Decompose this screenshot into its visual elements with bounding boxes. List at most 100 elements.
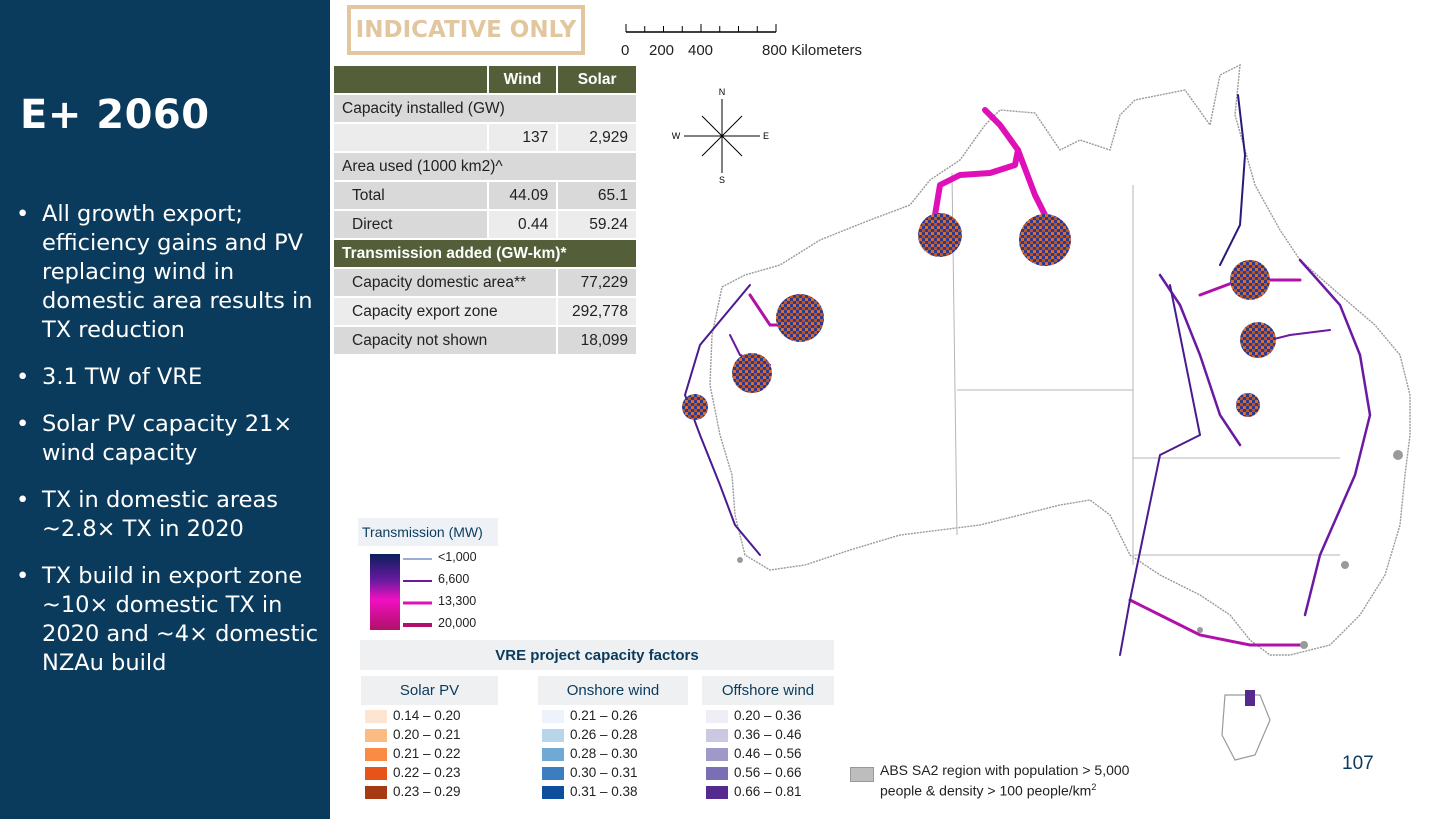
abs-swatch — [850, 767, 874, 782]
offshore-wind-site — [1245, 690, 1255, 706]
vre-cluster — [918, 213, 962, 257]
abs-legend-sup: 2 — [1091, 782, 1097, 792]
legend-label: 0.36 – 0.46 — [734, 727, 802, 742]
slide-title: E+ 2060 — [20, 92, 210, 138]
legend-label: 0.30 – 0.31 — [570, 765, 638, 780]
col-header-solar: Solar — [558, 66, 636, 93]
direct-wind: 0.44 — [488, 211, 557, 238]
not-shown-label: Capacity not shown — [334, 327, 557, 354]
domestic-value: 77,229 — [558, 269, 636, 296]
transmission-legend-item: 20,000 — [438, 616, 477, 630]
legend-item: 0.21 – 0.26 — [538, 707, 688, 726]
legend-swatch — [542, 729, 564, 742]
legend-item: 0.31 – 0.38 — [538, 783, 688, 802]
legend-item: 0.56 – 0.66 — [702, 764, 834, 783]
legend-swatch — [365, 767, 387, 780]
abs-legend-text: ABS SA2 region with population > 5,000 p… — [880, 762, 1129, 800]
legend-label: 0.26 – 0.28 — [570, 727, 638, 742]
export-label: Capacity export zone — [334, 298, 557, 325]
legend-offshore-wind: Offshore wind 0.20 – 0.36 0.36 – 0.46 0.… — [702, 676, 834, 802]
legend-label: 0.21 – 0.26 — [570, 708, 638, 723]
table-header-row: Wind Solar — [334, 66, 636, 93]
australia-outline — [709, 63, 1411, 656]
total-wind: 44.09 — [488, 182, 557, 209]
table-row: Capacity not shown 18,099 — [334, 327, 636, 354]
blank-cell — [334, 124, 487, 151]
vre-project-clusters — [682, 213, 1276, 706]
row-capacity-installed: Capacity installed (GW) — [334, 95, 636, 122]
legend-item: 0.21 – 0.22 — [361, 745, 498, 764]
legend-swatch — [706, 767, 728, 780]
transmission-legend-title: Transmission (MW) — [358, 518, 498, 546]
bullet-item: TX build in export zone ~10× domestic TX… — [14, 562, 319, 678]
page-number: 107 — [1342, 753, 1374, 774]
table-row: Capacity export zone 292,778 — [334, 298, 636, 325]
legend-item: 0.23 – 0.29 — [361, 783, 498, 802]
vre-cluster — [1240, 322, 1276, 358]
legend-label: 0.28 – 0.30 — [570, 746, 638, 761]
legend-swatch — [365, 710, 387, 723]
legend-swatch — [542, 786, 564, 799]
scale-label: 200 — [649, 42, 675, 59]
direct-label: Direct — [334, 211, 487, 238]
tasmania-outline — [1221, 694, 1271, 761]
scale-label: 0 — [621, 42, 630, 59]
bullet-item: 3.1 TW of VRE — [14, 363, 319, 392]
row-transmission-added: Transmission added (GW-km)* — [334, 240, 636, 267]
legend-offshore-head: Offshore wind — [702, 676, 834, 705]
legend-label: 0.22 – 0.23 — [393, 765, 461, 780]
legend-swatch — [365, 748, 387, 761]
scale-label: 800 Kilometers — [762, 42, 863, 59]
transmission-legend: Transmission (MW) <1,000 6,600 13,300 20… — [358, 518, 498, 633]
australia-map — [682, 63, 1411, 761]
bullet-item: Solar PV capacity 21× wind capacity — [14, 410, 319, 468]
legend-onshore-wind: Onshore wind 0.21 – 0.26 0.26 – 0.28 0.2… — [538, 676, 688, 802]
table-row: Total 44.09 65.1 — [334, 182, 636, 209]
bullet-item: TX in domestic areas ~2.8× TX in 2020 — [14, 486, 319, 544]
scale-bar-ruler — [625, 24, 777, 33]
table-corner — [334, 66, 487, 93]
legend-swatch — [706, 710, 728, 723]
table-row: Area used (1000 km2)^ — [334, 153, 636, 180]
capacity-solar: 2,929 — [558, 124, 636, 151]
row-area-used: Area used (1000 km2)^ — [334, 153, 636, 180]
legend-label: 0.20 – 0.21 — [393, 727, 461, 742]
abs-legend-line2: people & density > 100 people/km — [880, 782, 1092, 799]
legend-item: 0.20 – 0.36 — [702, 707, 834, 726]
compass-s: S — [719, 175, 725, 185]
legend-label: 0.66 – 0.81 — [734, 784, 802, 799]
legend-label: 0.31 – 0.38 — [570, 784, 638, 799]
legend-item: 0.36 – 0.46 — [702, 726, 834, 745]
legend-swatch — [706, 786, 728, 799]
legend-swatch — [365, 786, 387, 799]
vre-cluster — [1230, 260, 1270, 300]
north-arrow-icon: N S E W — [672, 87, 769, 185]
legend-label: 0.20 – 0.36 — [734, 708, 802, 723]
legend-swatch — [365, 729, 387, 742]
legend-swatch — [542, 710, 564, 723]
scale-bar: 0 200 400 800 Kilometers — [620, 20, 880, 65]
compass-e: E — [763, 131, 769, 141]
population-regions — [737, 450, 1403, 649]
vre-legend-title: VRE project capacity factors — [360, 640, 834, 670]
transmission-legend-swatches — [370, 554, 432, 630]
legend-item: 0.66 – 0.81 — [702, 783, 834, 802]
legend-label: 0.23 – 0.29 — [393, 784, 461, 799]
bullet-list: All growth export; efficiency gains and … — [14, 200, 319, 696]
legend-label: 0.46 – 0.56 — [734, 746, 802, 761]
indicative-only-banner: INDICATIVE ONLY — [347, 5, 585, 55]
total-solar: 65.1 — [558, 182, 636, 209]
bullet-item: All growth export; efficiency gains and … — [14, 200, 319, 345]
abs-population-legend: ABS SA2 region with population > 5,000 p… — [848, 762, 1168, 802]
legend-solar-pv: Solar PV 0.14 – 0.20 0.20 – 0.21 0.21 – … — [361, 676, 498, 802]
table-row: Capacity domestic area** 77,229 — [334, 269, 636, 296]
vre-cluster — [1236, 393, 1260, 417]
summary-table: Wind Solar Capacity installed (GW) 137 2… — [332, 64, 638, 356]
legend-onshore-head: Onshore wind — [538, 676, 688, 705]
legend-swatch — [542, 748, 564, 761]
legend-item: 0.20 – 0.21 — [361, 726, 498, 745]
legend-label: 0.56 – 0.66 — [734, 765, 802, 780]
legend-item: 0.26 – 0.28 — [538, 726, 688, 745]
legend-item: 0.14 – 0.20 — [361, 707, 498, 726]
transmission-legend-item: 6,600 — [438, 572, 470, 586]
